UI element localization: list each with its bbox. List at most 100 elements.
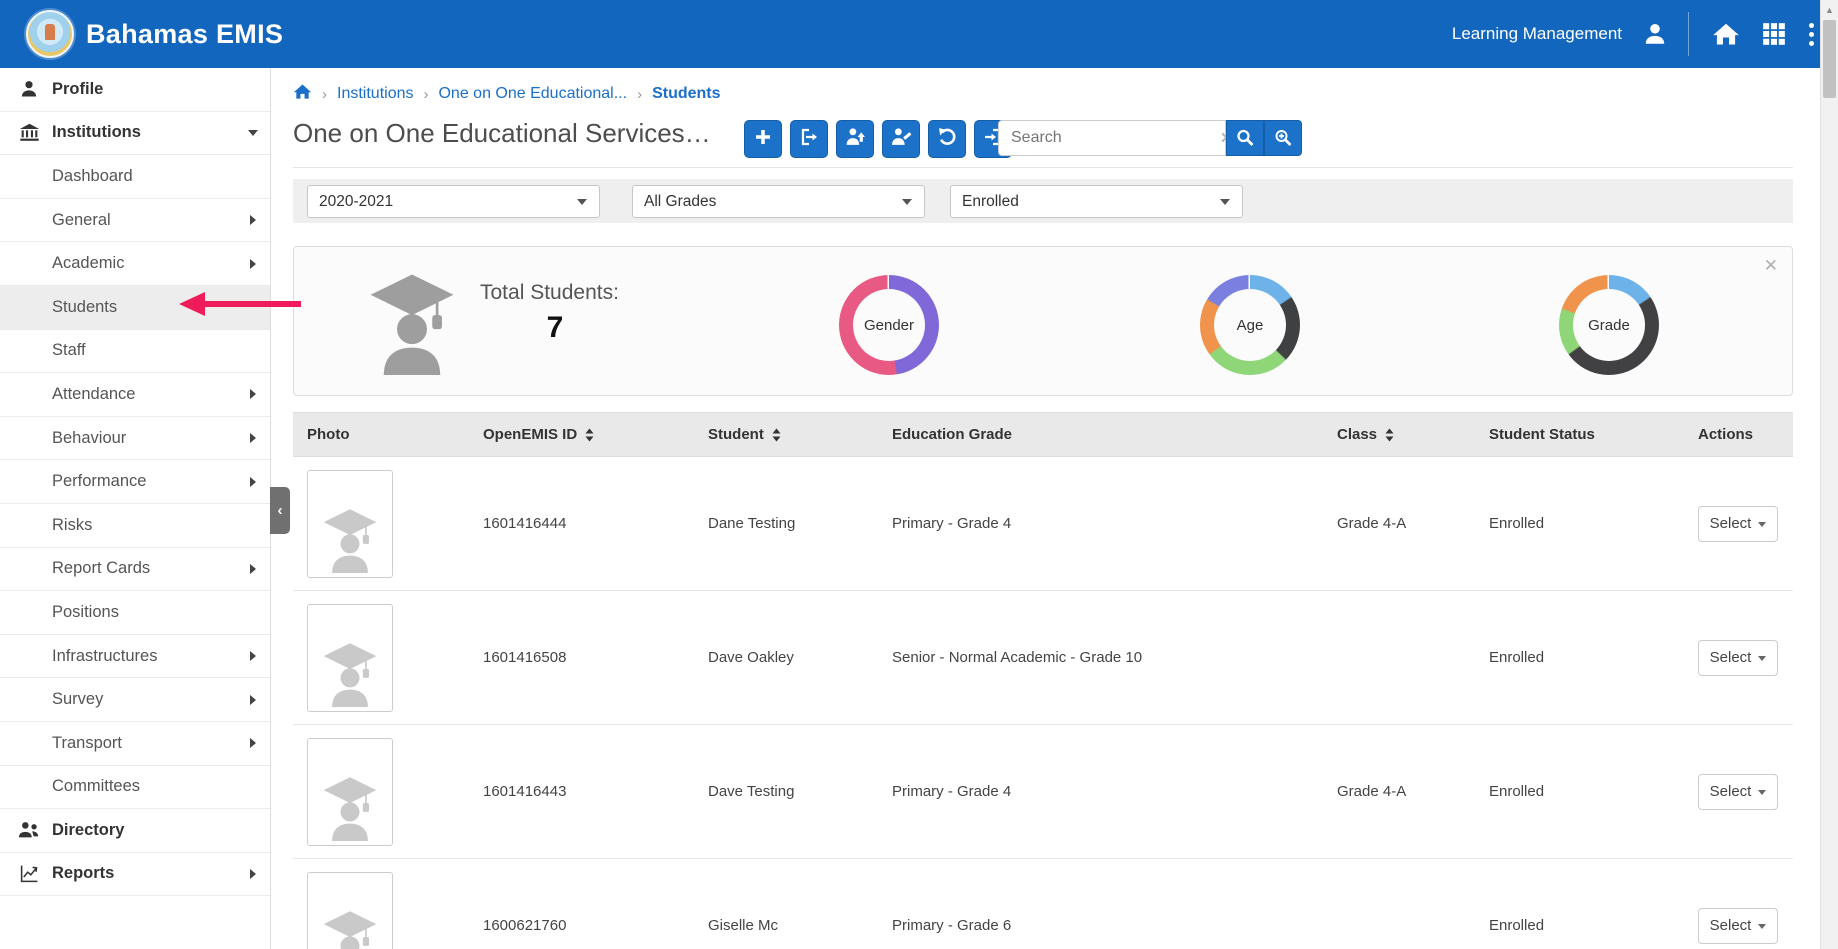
sidebar-item-label: Students [52, 297, 118, 316]
donut-label: Age [1214, 289, 1286, 361]
cell-class: Grade 4-A [1337, 783, 1407, 800]
select-action-button[interactable]: Select [1698, 907, 1778, 944]
academic-period-select[interactable]: 2020-2021 [307, 185, 600, 218]
sidebar-item-general[interactable]: General [0, 199, 270, 243]
total-students-value: 7 [546, 311, 564, 344]
breadcrumb-separator: › [322, 85, 327, 103]
sidebar-item-reports[interactable]: Reports [0, 853, 270, 897]
sidebar-item-institutions[interactable]: Institutions [0, 112, 270, 156]
sidebar-item-committees[interactable]: Committees [0, 766, 270, 810]
search-group: ✕ [998, 120, 1302, 156]
add-button[interactable] [744, 120, 782, 158]
column-header-class[interactable]: Class [1323, 426, 1475, 443]
cell-class: Grade 4-A [1337, 515, 1407, 532]
more-options-icon[interactable] [1809, 22, 1814, 46]
select-action-button[interactable]: Select [1698, 639, 1778, 676]
sidebar-item-label: Academic [52, 254, 125, 273]
search-input[interactable] [1009, 128, 1220, 148]
sidebar-item-staff[interactable]: Staff [0, 330, 270, 374]
account-icon[interactable] [1638, 17, 1672, 51]
breadcrumb-institution-name[interactable]: One on One Educational... [438, 85, 628, 102]
cell-education-grade: Senior - Normal Academic - Grade 10 [892, 649, 1143, 666]
table-row[interactable]: 1601416444 Dane Testing Primary - Grade 4 G… [293, 457, 1793, 591]
table-row[interactable]: 1600621760 Giselle Mc Primary - Grade 6 Enr… [293, 859, 1793, 949]
home-icon[interactable] [1709, 17, 1743, 51]
cell-openemis-id: 1601416443 [483, 783, 567, 800]
sidebar-item-students[interactable]: Students [0, 285, 270, 330]
search-button[interactable] [1226, 120, 1264, 156]
scroll-up-arrow[interactable]: ▲ [1825, 5, 1834, 15]
chevron-right-icon [250, 258, 256, 269]
chevron-right-icon [250, 215, 256, 226]
column-header-student[interactable]: Student [694, 426, 878, 443]
column-header-student-status: Student Status [1489, 426, 1595, 443]
sidebar-item-attendance[interactable]: Attendance [0, 373, 270, 417]
promote-students-button[interactable] [836, 120, 874, 158]
reports-icon [16, 863, 42, 884]
sidebar-item-dashboard[interactable]: Dashboard [0, 155, 270, 199]
graduate-icon [366, 271, 458, 380]
chevron-down-icon [1758, 790, 1767, 795]
column-header-openemis-id[interactable]: OpenEMIS ID [469, 426, 694, 443]
main-content: › Institutions › One on One Educational.… [271, 68, 1821, 949]
grade-filter-select[interactable]: All Grades [632, 185, 925, 218]
scrollbar-thumb[interactable] [1823, 20, 1836, 98]
column-header-actions: Actions [1698, 426, 1754, 443]
status-filter-select[interactable]: Enrolled [950, 185, 1243, 218]
sidebar-item-infrastructures[interactable]: Infrastructures [0, 635, 270, 679]
select-action-button[interactable]: Select [1698, 773, 1778, 810]
sidebar-item-label: General [52, 210, 111, 229]
sidebar-item-transport[interactable]: Transport [0, 722, 270, 766]
sidebar-item-profile[interactable]: Profile [0, 68, 270, 112]
cell-student-status: Enrolled [1489, 649, 1545, 666]
chevron-down-icon [1758, 522, 1767, 527]
advanced-search-button[interactable] [1264, 120, 1302, 156]
app-title: Bahamas EMIS [86, 18, 284, 49]
vertical-scrollbar[interactable]: ▲ [1820, 0, 1838, 949]
sidebar-item-report-cards[interactable]: Report Cards [0, 548, 270, 592]
sidebar-item-risks[interactable]: Risks [0, 504, 270, 548]
sidebar-collapse-handle[interactable]: ‹ [270, 487, 290, 534]
chevron-down-icon [1758, 656, 1767, 661]
apps-grid-icon[interactable] [1757, 17, 1791, 51]
sidebar-item-academic[interactable]: Academic [0, 242, 270, 286]
divider [293, 167, 1793, 168]
sort-icon [1384, 427, 1395, 443]
sidebar-item-label: Behaviour [52, 428, 127, 447]
cell-student-status: Enrolled [1489, 917, 1545, 934]
sidebar-item-behaviour[interactable]: Behaviour [0, 417, 270, 461]
summary-panel: ✕ Total Students: 7 Gender Age Grade [293, 246, 1793, 396]
topbar-divider [1688, 12, 1689, 56]
chevron-down-icon [248, 129, 258, 136]
chevron-right-icon [250, 651, 256, 662]
transfer-students-button[interactable] [882, 120, 920, 158]
gender-donut-chart: Gender [839, 275, 939, 375]
table-row[interactable]: 1601416508 Dave Oakley Senior - Normal Aca… [293, 591, 1793, 725]
select-action-button[interactable]: Select [1698, 505, 1778, 542]
sidebar-item-performance[interactable]: Performance [0, 460, 270, 504]
cell-education-grade: Primary - Grade 4 [892, 515, 1012, 532]
close-summary-icon[interactable]: ✕ [1763, 256, 1778, 275]
sidebar-item-label: Staff [52, 341, 86, 360]
breadcrumb-students[interactable]: Students [652, 85, 721, 102]
breadcrumb-institutions[interactable]: Institutions [337, 85, 414, 102]
grade-donut-chart: Grade [1559, 275, 1659, 375]
export-button[interactable] [790, 120, 828, 158]
cell-student-status: Enrolled [1489, 783, 1545, 800]
undo-button[interactable] [928, 120, 966, 158]
sidebar-item-survey[interactable]: Survey [0, 678, 270, 722]
graduate-icon [321, 507, 379, 577]
student-photo-placeholder [307, 871, 393, 949]
sidebar-item-positions[interactable]: Positions [0, 591, 270, 635]
column-header-education-grade: Education Grade [892, 426, 1013, 443]
export-icon [799, 127, 819, 152]
action-toolbar [744, 120, 1012, 158]
sidebar-item-label: Institutions [52, 123, 141, 142]
cell-education-grade: Primary - Grade 4 [892, 783, 1012, 800]
breadcrumb-home-icon[interactable] [293, 82, 312, 106]
graduate-icon [321, 775, 379, 845]
table-row[interactable]: 1601416443 Dave Testing Primary - Grade 4 G… [293, 725, 1793, 859]
chevron-right-icon [250, 563, 256, 574]
sidebar-item-directory[interactable]: Directory [0, 809, 270, 853]
